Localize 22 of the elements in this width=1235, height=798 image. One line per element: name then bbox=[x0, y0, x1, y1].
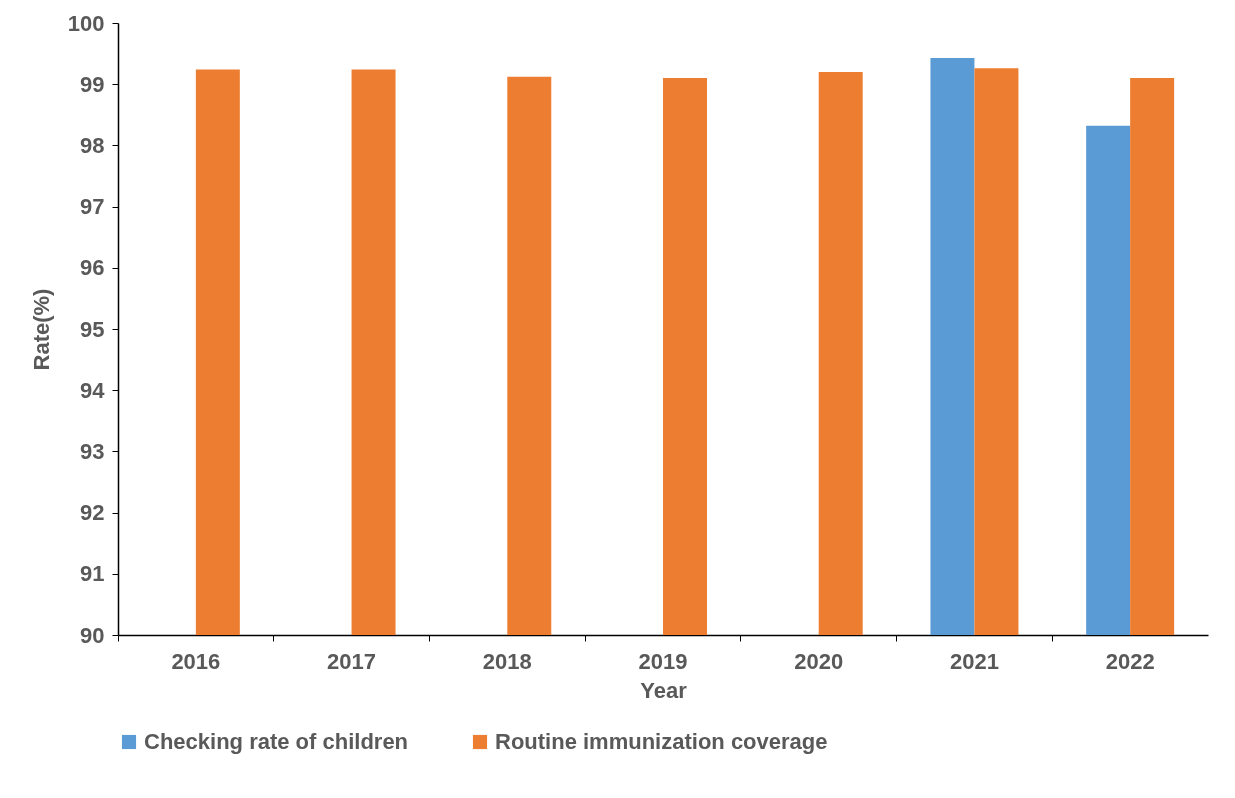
x-tick-label: 2022 bbox=[1105, 648, 1155, 674]
x-axis-title: Year bbox=[640, 677, 688, 703]
legend-label: Routine immunization coverage bbox=[495, 729, 828, 754]
y-tick-label: 92 bbox=[80, 500, 105, 526]
y-tick-label: 99 bbox=[80, 71, 105, 97]
y-tick-label: 93 bbox=[80, 438, 105, 464]
x-tick-label: 2020 bbox=[794, 648, 844, 674]
y-axis-title: Rate(%) bbox=[28, 288, 54, 371]
y-tick-label: 94 bbox=[80, 377, 106, 403]
x-tick-label: 2019 bbox=[638, 648, 688, 674]
y-tick-label: 90 bbox=[80, 622, 105, 648]
y-tick-label: 91 bbox=[80, 561, 105, 587]
y-tick-label: 95 bbox=[80, 316, 105, 342]
x-tick-label: 2018 bbox=[482, 648, 532, 674]
x-tick-label: 2021 bbox=[949, 648, 999, 674]
legend-label: Checking rate of children bbox=[144, 729, 409, 754]
y-tick-label: 98 bbox=[80, 132, 105, 158]
y-tick-label: 97 bbox=[80, 194, 105, 220]
y-tick-label: 100 bbox=[67, 10, 105, 36]
x-tick-label: 2017 bbox=[327, 648, 377, 674]
y-tick-label: 96 bbox=[80, 255, 105, 281]
x-tick-label: 2016 bbox=[171, 648, 221, 674]
